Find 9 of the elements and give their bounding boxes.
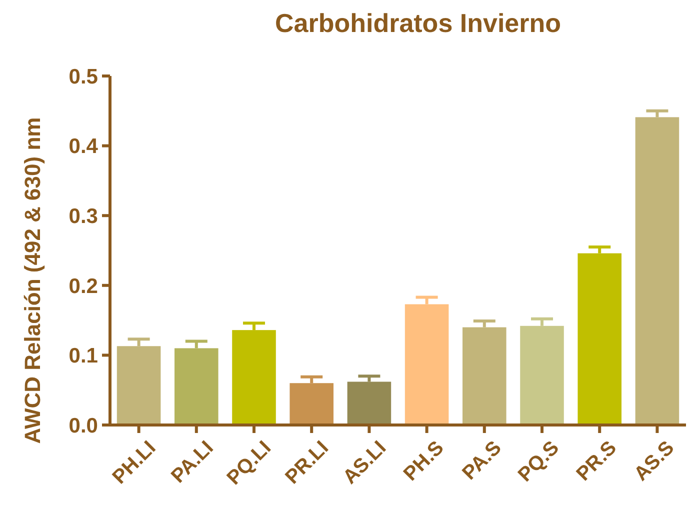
bar [347, 382, 392, 425]
y-tick-label: 0.1 [68, 344, 98, 368]
y-tick-label: 0.3 [68, 204, 98, 228]
y-tick-label: 0.2 [68, 274, 98, 298]
y-tick-label: 0.5 [68, 65, 98, 88]
y-tick-label: 0.0 [68, 414, 98, 438]
chart-title: Carbohidratos Invierno [274, 8, 562, 38]
y-axis-title: AWCD Relación (492 & 630) nm [20, 117, 45, 444]
y-tick-label: 0.4 [68, 135, 98, 158]
